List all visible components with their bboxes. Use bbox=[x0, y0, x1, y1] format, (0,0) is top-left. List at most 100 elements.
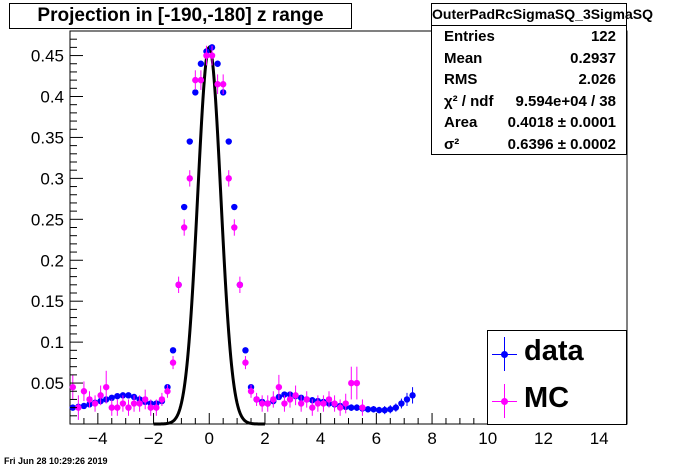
stats-row-rms: RMS 2.026 bbox=[432, 69, 626, 91]
data-point bbox=[242, 347, 249, 354]
data-point bbox=[281, 391, 288, 398]
data-point bbox=[364, 406, 372, 413]
mc-point bbox=[342, 400, 349, 407]
mc-point bbox=[125, 404, 132, 411]
data-point bbox=[180, 203, 188, 211]
stats-row-area: Area 0.4018 ± 0.0001 bbox=[432, 112, 626, 134]
x-tick-label: 12 bbox=[534, 429, 553, 448]
x-tick-label: 8 bbox=[427, 429, 436, 448]
data-point bbox=[108, 394, 115, 401]
mc-point bbox=[225, 175, 232, 182]
data-point bbox=[80, 402, 88, 410]
data-point bbox=[375, 406, 383, 414]
mc-point bbox=[158, 396, 166, 403]
mc-point bbox=[169, 359, 177, 366]
mc-point bbox=[186, 175, 193, 182]
mc-point bbox=[208, 52, 216, 59]
chart-title: Projection in [-190,-180] z range bbox=[9, 3, 352, 29]
stats-key: σ² bbox=[444, 135, 460, 153]
legend-item-mc: MC bbox=[488, 378, 628, 424]
data-point bbox=[387, 406, 394, 413]
mc-point bbox=[103, 383, 110, 391]
mc-point bbox=[153, 404, 160, 411]
mc-point bbox=[219, 81, 227, 88]
stats-row-entries: Entries 122 bbox=[432, 26, 626, 48]
stats-box: OuterPadRcSigmaSQ_3SigmaSQ Entries 122 M… bbox=[431, 3, 653, 156]
data-point bbox=[197, 60, 205, 67]
mc-point bbox=[80, 388, 88, 395]
mc-point bbox=[136, 400, 143, 407]
mc-point bbox=[348, 379, 355, 387]
x-tick-label: 2 bbox=[260, 429, 269, 448]
data-point bbox=[169, 347, 177, 354]
data-point bbox=[214, 60, 221, 67]
stats-row-mean: Mean 0.2937 bbox=[432, 48, 626, 70]
mc-point bbox=[69, 383, 76, 391]
stats-key: Mean bbox=[444, 49, 483, 67]
mc-point bbox=[320, 400, 327, 407]
data-point bbox=[231, 203, 238, 211]
stats-value: 0.6396 ± 0.0002 bbox=[507, 135, 616, 153]
data-point bbox=[186, 138, 193, 145]
mc-point bbox=[75, 404, 82, 411]
x-tick-label: 14 bbox=[590, 429, 609, 448]
mc-point bbox=[247, 388, 255, 395]
mc-point bbox=[180, 224, 188, 231]
mc-point bbox=[264, 400, 271, 407]
data-point bbox=[392, 404, 400, 411]
y-tick-label: 0.2 bbox=[40, 251, 64, 270]
stats-value: 122 bbox=[590, 28, 616, 45]
y-tick-label: 0.3 bbox=[40, 169, 64, 188]
data-point bbox=[370, 406, 377, 413]
data-point bbox=[348, 404, 355, 411]
mc-point bbox=[331, 400, 338, 407]
legend: data MC bbox=[487, 330, 627, 425]
data-point bbox=[225, 138, 232, 145]
mc-point bbox=[336, 404, 344, 411]
stats-row-sigma2: σ² 0.6396 ± 0.0002 bbox=[432, 134, 626, 156]
mc-point bbox=[192, 76, 199, 84]
mc-point bbox=[275, 383, 283, 391]
stats-key: Area bbox=[444, 114, 478, 131]
mc-point bbox=[91, 400, 99, 407]
mc-point bbox=[325, 396, 333, 403]
timestamp: Fri Jun 28 10:29:26 2019 bbox=[4, 456, 108, 466]
stats-value: 0.4018 ± 0.0001 bbox=[507, 114, 616, 131]
data-point bbox=[381, 406, 388, 414]
mc-point bbox=[114, 404, 121, 411]
legend-label-mc: MC bbox=[524, 382, 570, 414]
mc-point bbox=[286, 396, 294, 403]
stats-key: RMS bbox=[444, 71, 478, 88]
mc-point bbox=[236, 281, 244, 289]
stats-value: 9.594e+04 / 38 bbox=[515, 92, 616, 110]
stats-title: OuterPadRcSigmaSQ_3SigmaSQ bbox=[432, 4, 653, 26]
data-point bbox=[409, 392, 416, 399]
y-tick-label: 0.35 bbox=[31, 128, 64, 147]
x-tick-label: 4 bbox=[316, 429, 325, 448]
x-tick-label: −2 bbox=[144, 429, 163, 448]
data-point bbox=[353, 404, 361, 411]
data-point bbox=[125, 392, 132, 399]
mc-point bbox=[359, 404, 366, 411]
x-tick-label: 10 bbox=[478, 429, 497, 448]
fit-curve bbox=[153, 45, 265, 426]
mc-point bbox=[164, 388, 171, 395]
mc-point bbox=[297, 400, 305, 407]
x-tick-label: 0 bbox=[205, 429, 214, 448]
y-tick-label: 0.4 bbox=[40, 88, 64, 107]
mc-point bbox=[141, 396, 149, 403]
mc-point bbox=[292, 392, 299, 399]
stats-key: Entries bbox=[444, 28, 495, 45]
legend-marker-mc bbox=[501, 398, 508, 405]
mc-point bbox=[253, 396, 260, 403]
mc-point bbox=[147, 404, 154, 411]
y-tick-label: 0.25 bbox=[31, 210, 64, 229]
mc-point bbox=[231, 224, 238, 231]
data-point bbox=[398, 400, 405, 407]
data-point bbox=[403, 396, 411, 403]
mc-point bbox=[242, 359, 249, 366]
legend-item-data: data bbox=[488, 331, 628, 377]
data-point bbox=[192, 89, 199, 96]
data-point bbox=[114, 392, 121, 400]
